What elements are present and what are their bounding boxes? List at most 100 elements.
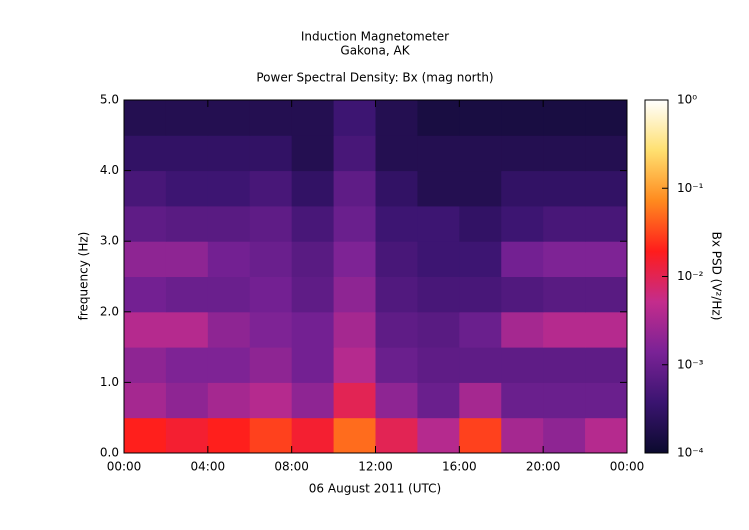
heatmap-cell <box>501 311 544 348</box>
heatmap-cell <box>333 205 376 242</box>
heatmap-cell <box>291 276 335 313</box>
heatmap-cell <box>543 205 586 242</box>
heatmap-cell <box>375 100 418 136</box>
heatmap-cell <box>333 170 376 207</box>
heatmap-cell <box>207 382 251 419</box>
heatmap-cell <box>249 170 293 207</box>
heatmap-cell <box>501 241 544 277</box>
colorbar-label: Bx PSD (V²/Hz) <box>710 232 724 321</box>
heatmap-cell <box>543 417 586 454</box>
heatmap-cell <box>417 100 460 136</box>
heatmap-cell <box>375 382 418 419</box>
heatmap-cell <box>291 311 335 348</box>
heatmap-cell <box>249 311 293 348</box>
heatmap-cell <box>291 135 335 172</box>
heatmap-cell <box>501 205 544 242</box>
heatmap-cell <box>543 241 586 277</box>
x-tick-label: 00:00 <box>610 460 645 474</box>
heatmap-cell <box>459 347 502 383</box>
heatmap-cell <box>333 100 376 136</box>
heatmap-cell <box>375 311 418 348</box>
heatmap-cell <box>124 347 167 383</box>
heatmap-cell <box>165 241 209 277</box>
heatmap-cell <box>333 347 376 383</box>
heatmap-cell <box>501 135 544 172</box>
heatmap-cell <box>543 170 586 207</box>
heatmap-cell <box>165 205 209 242</box>
heatmap-cell <box>165 311 209 348</box>
heatmap-cell <box>124 417 167 454</box>
heatmap-cell <box>459 417 502 454</box>
heatmap-cell <box>249 205 293 242</box>
x-tick-label: 12:00 <box>358 460 393 474</box>
heatmap-cell <box>249 347 293 383</box>
heatmap-cell <box>165 100 209 136</box>
heatmap-cell <box>249 276 293 313</box>
heatmap-cell <box>417 170 460 207</box>
heatmap-cell <box>291 347 335 383</box>
heatmap-cell <box>543 311 586 348</box>
y-tick-label: 3.0 <box>100 234 119 248</box>
heatmap-cell <box>207 276 251 313</box>
heatmap-cell <box>585 205 628 242</box>
heatmap-cell <box>124 100 167 136</box>
heatmap-cell <box>417 241 460 277</box>
heatmap-cell <box>585 417 628 454</box>
heatmap-cell <box>459 276 502 313</box>
chart-title: Induction Magnetometer <box>301 30 449 44</box>
heatmap-cell <box>501 170 544 207</box>
heatmap-cell <box>417 205 460 242</box>
heatmap-cell <box>501 417 544 454</box>
heatmap-cell <box>249 100 293 136</box>
heatmap-cell <box>543 347 586 383</box>
heatmap-cell <box>417 311 460 348</box>
heatmap-cell <box>249 382 293 419</box>
colorbar-tick-label: 10⁻³ <box>677 357 704 371</box>
x-axis-label: 06 August 2011 (UTC) <box>309 482 441 496</box>
heatmap-cell <box>165 135 209 172</box>
heatmap-cell <box>291 100 335 136</box>
heatmap-cell <box>207 100 251 136</box>
y-tick-label: 5.0 <box>100 93 119 107</box>
heatmap-cell <box>165 276 209 313</box>
heatmap-cell <box>333 135 376 172</box>
chart-subtitle: Gakona, AK <box>340 44 410 58</box>
heatmap-cell <box>249 241 293 277</box>
x-tick-label: 16:00 <box>442 460 477 474</box>
heatmap-cell <box>417 382 460 419</box>
heatmap-cell <box>375 276 418 313</box>
heatmap-cell <box>585 100 628 136</box>
heatmap-cell <box>291 170 335 207</box>
y-tick-label: 0.0 <box>100 446 119 460</box>
heatmap-cell <box>459 311 502 348</box>
heatmap-cell <box>124 241 167 277</box>
heatmap-cell <box>543 382 586 419</box>
heatmap-cell <box>207 135 251 172</box>
heatmap-cell <box>585 241 628 277</box>
heatmap-cell <box>459 382 502 419</box>
y-tick-label: 4.0 <box>100 163 119 177</box>
heatmap-cell <box>585 135 628 172</box>
heatmap-cell <box>291 382 335 419</box>
heatmap-cell <box>585 347 628 383</box>
heatmap-cell <box>585 170 628 207</box>
heatmap-cell <box>375 347 418 383</box>
y-axis-label: frequency (Hz) <box>77 232 91 321</box>
x-tick-label: 08:00 <box>274 460 309 474</box>
heatmap-cell <box>375 135 418 172</box>
heatmap-cell <box>249 417 293 454</box>
heatmap-cell <box>207 205 251 242</box>
heatmap-cell <box>417 276 460 313</box>
heatmap-cell <box>375 170 418 207</box>
heatmap-cell <box>501 347 544 383</box>
heatmap-cell <box>207 311 251 348</box>
heatmap-cell <box>207 170 251 207</box>
heatmap-cell <box>543 135 586 172</box>
heatmap-cell <box>543 100 586 136</box>
plot-title: Power Spectral Density: Bx (mag north) <box>256 71 493 85</box>
heatmap-cell <box>375 241 418 277</box>
heatmap-cell <box>124 135 167 172</box>
heatmap-cell <box>124 311 167 348</box>
heatmap-cell <box>501 100 544 136</box>
